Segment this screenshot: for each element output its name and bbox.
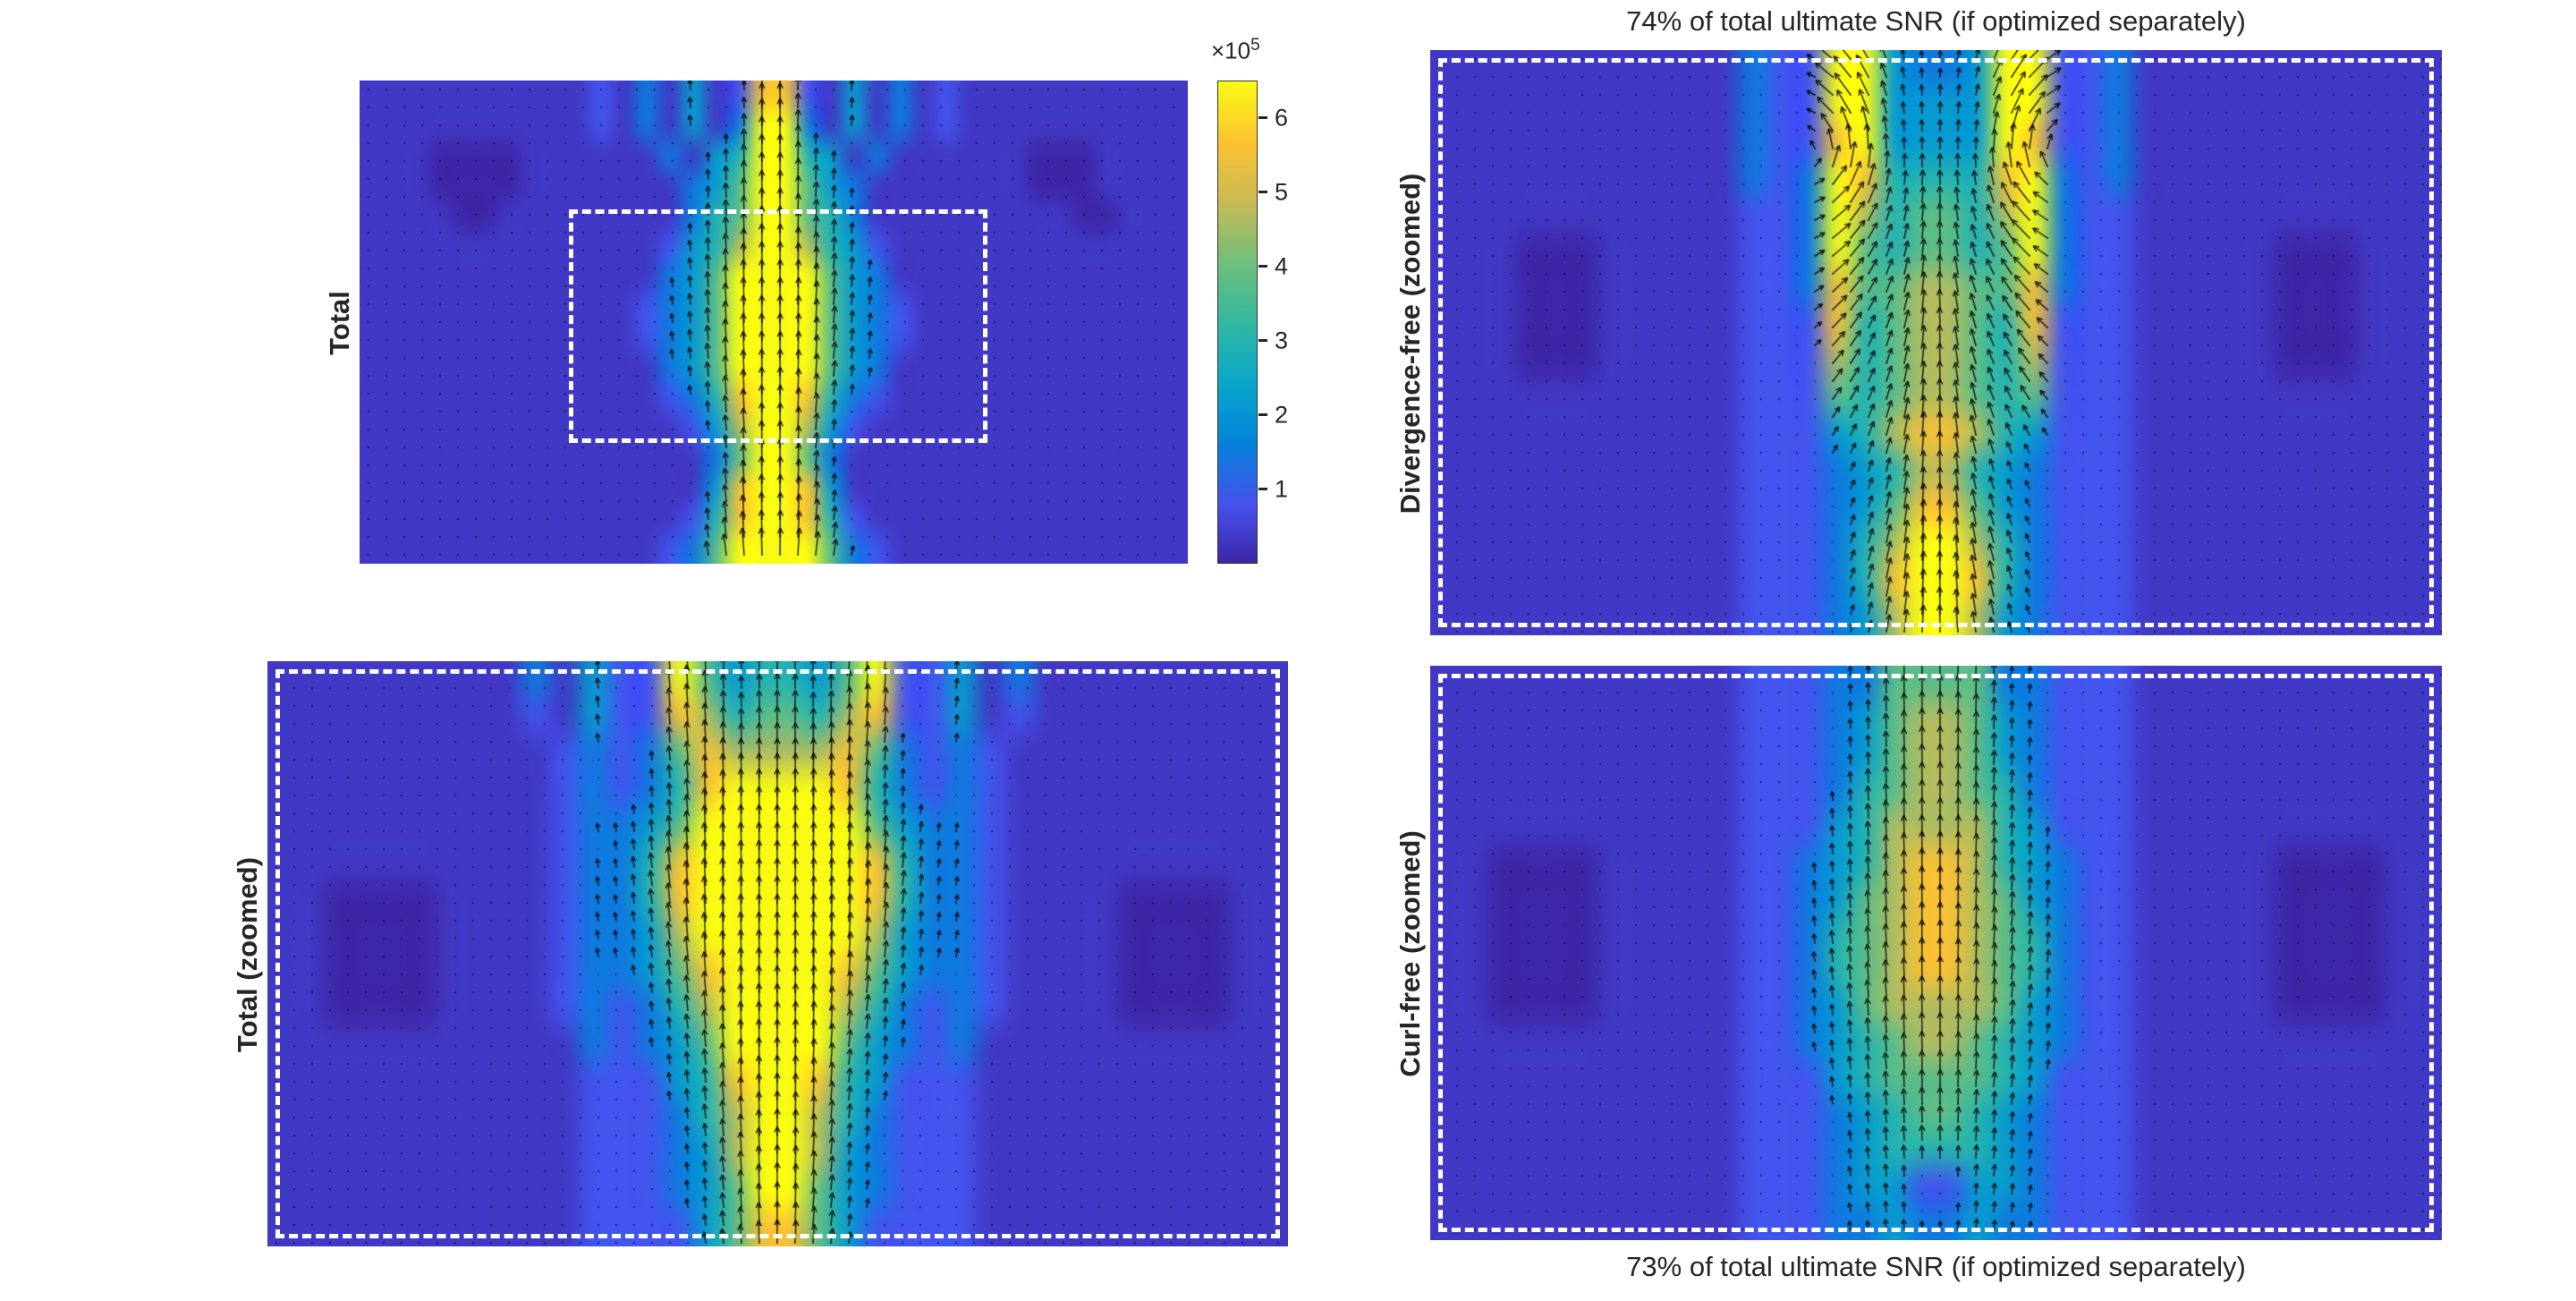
colorbar-tick-label: 3 [1275,327,1289,354]
colorbar-tick-mark [1258,339,1267,343]
heatmap-curl-free-canvas [1430,666,2442,1240]
ylabel-total-zoomed: Total (zoomed) [232,856,263,1053]
colorbar [1217,81,1258,564]
ylabel-curl-free: Curl-free (zoomed) [1394,830,1426,1077]
colorbar-tick-label: 6 [1275,104,1289,132]
panel-curl-free [1430,666,2442,1240]
colorbar-exponent-power: 5 [1250,36,1260,55]
colorbar-tick-mark [1258,413,1267,417]
colorbar-tick-label: 4 [1275,252,1289,280]
panel-total [360,81,1188,564]
colorbar-tick-mark [1258,265,1267,268]
heatmap-total-zoomed-canvas [267,661,1288,1246]
title-divergence-free: 74% of total ultimate SNR (if optimized … [1626,5,2246,37]
heatmap-total-canvas [360,81,1188,564]
colorbar-exponent: ×105 [1211,36,1260,65]
panel-total-zoomed [267,661,1288,1246]
colorbar-tick-mark [1258,116,1267,120]
panel-divergence-free [1430,50,2442,635]
colorbar-exponent-base: ×10 [1211,37,1251,64]
heatmap-divergence-free-canvas [1430,50,2442,635]
colorbar-gradient [1218,81,1257,563]
ylabel-divergence-free: Divergence-free (zoomed) [1394,173,1426,514]
ylabel-total: Total [324,291,355,355]
colorbar-tick-label: 1 [1275,475,1289,503]
colorbar-tick-mark [1258,488,1267,491]
caption-curl-free: 73% of total ultimate SNR (if optimized … [1626,1251,2246,1282]
colorbar-tick-label: 5 [1275,178,1289,206]
colorbar-tick-label: 2 [1275,401,1289,429]
colorbar-tick-mark [1258,191,1267,194]
